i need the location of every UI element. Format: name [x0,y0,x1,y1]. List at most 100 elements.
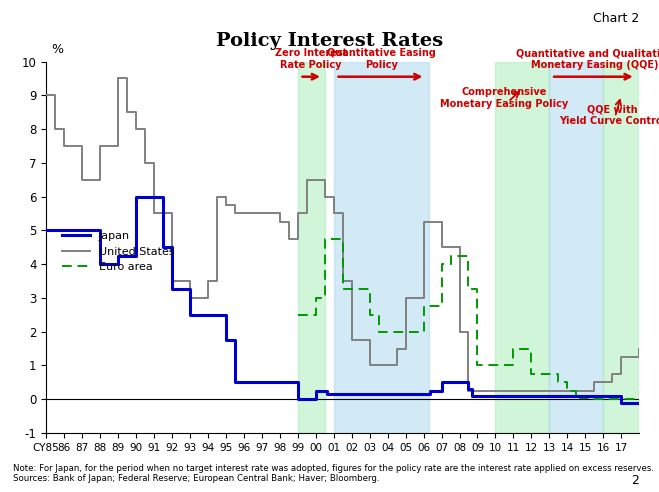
United States [312,177,320,183]
United States [563,388,571,394]
Japan [438,379,445,385]
Euro area [438,261,445,267]
Japan [465,386,473,392]
Bar [550,62,603,433]
United States [132,126,140,132]
United States [231,211,239,216]
Line: United States: United States [46,78,639,391]
Euro area [509,345,517,351]
Euro area [321,236,329,242]
Bar [496,62,550,433]
United States [348,337,356,343]
Japan [299,396,307,402]
Japan [424,391,432,397]
Euro area [563,388,571,394]
Japan [546,393,554,399]
United States [375,363,383,369]
United States [51,126,59,132]
United States [492,388,500,394]
Japan [635,400,643,405]
Euro area [420,304,428,309]
Japan [132,194,140,200]
Line: Euro area: Euro area [298,239,639,399]
Japan [294,396,302,402]
Text: Quantitative and Qualitative
Monetary Easing (QQE): Quantitative and Qualitative Monetary Ea… [515,48,659,70]
United States [78,177,86,183]
Japan [150,194,158,200]
Text: Quantitative Easing
Policy: Quantitative Easing Policy [327,48,436,70]
Euro area [519,345,527,351]
Japan [474,393,482,399]
United States [123,109,131,115]
Text: Sources: Bank of Japan; Federal Reserve; European Central Bank; Haver; Bloomberg: Sources: Bank of Japan; Federal Reserve;… [13,474,380,483]
Japan [240,379,248,385]
United States [186,295,194,301]
United States [599,379,607,385]
Japan [42,227,50,233]
United States [330,211,337,216]
United States [42,92,50,98]
United States [150,211,158,216]
Bar [603,62,639,433]
United States [339,278,347,284]
United States [222,202,230,208]
Legend: Japan, United States, Euro area: Japan, United States, Euro area [57,227,179,277]
Japan [492,393,500,399]
United States [455,329,463,335]
Text: Zero Interest
Rate Policy: Zero Interest Rate Policy [275,48,347,70]
Euro area [617,396,625,402]
Euro area [590,396,598,402]
Euro area [482,363,490,369]
United States [204,278,212,284]
Japan [608,393,616,399]
United States [213,194,221,200]
United States [401,295,409,301]
Japan [96,261,104,267]
Euro area [447,253,455,259]
Japan [426,388,434,394]
United States [366,363,374,369]
Bar [333,62,429,433]
Japan [258,379,266,385]
Euro area [465,286,473,292]
Japan [159,245,167,250]
United States [114,75,122,81]
Japan [204,312,212,318]
Euro area [294,312,302,318]
United States [168,278,176,284]
Euro area [536,371,544,377]
Japan [321,388,329,394]
Japan [285,379,293,385]
Text: Policy Interest Rates: Policy Interest Rates [216,32,443,50]
Text: Chart 2: Chart 2 [593,12,639,25]
United States [258,211,266,216]
United States [474,388,482,394]
Euro area [357,286,364,292]
Japan [312,388,320,394]
Euro area [581,395,589,400]
Euro area [401,329,409,335]
Japan [186,312,194,318]
United States [393,345,401,351]
United States [482,388,490,394]
United States [384,363,391,369]
Japan [114,253,122,259]
United States [276,219,284,225]
United States [581,388,589,394]
Text: 2: 2 [631,474,639,487]
United States [635,345,643,351]
Euro area [474,363,482,369]
Japan [468,393,476,399]
United States [302,177,310,183]
United States [96,143,104,149]
United States [420,219,428,225]
Euro area [366,312,374,318]
Text: %: % [51,43,63,57]
Euro area [492,363,500,369]
Text: Comprehensive
Monetary Easing Policy: Comprehensive Monetary Easing Policy [440,87,569,109]
United States [428,219,436,225]
Japan [276,379,284,385]
Japan [78,227,86,233]
Text: Note: For Japan, for the period when no target interest rate was adopted, figure: Note: For Japan, for the period when no … [13,464,654,473]
United States [60,143,68,149]
